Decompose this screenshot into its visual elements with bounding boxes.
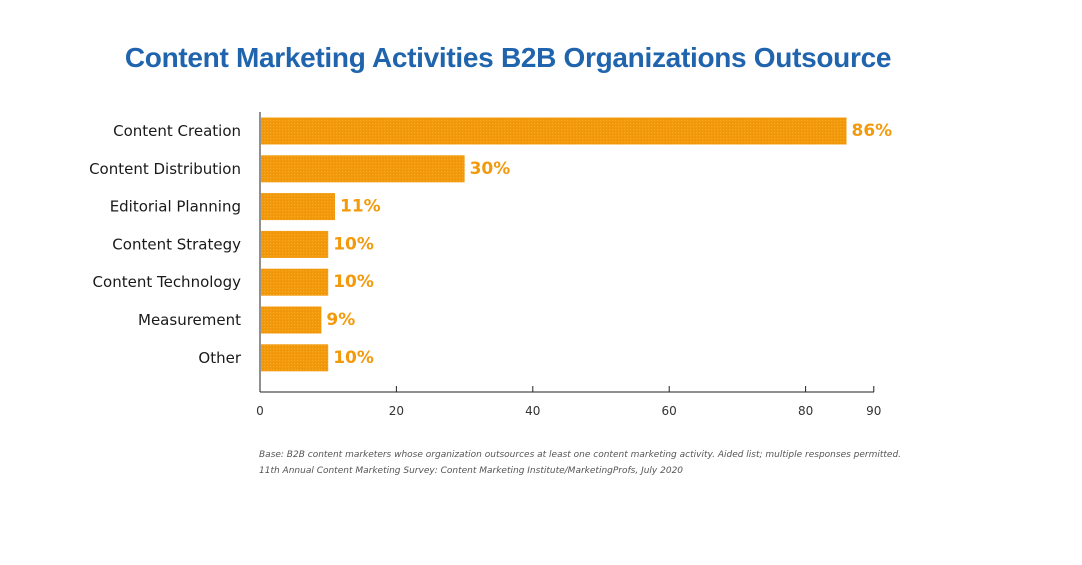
- bar: [261, 268, 329, 296]
- x-axis-ticks: 0 20 40 60 80 90: [256, 386, 881, 418]
- chart-title: Content Marketing Activities B2B Organiz…: [124, 42, 892, 73]
- x-tick-label: 90: [866, 404, 881, 418]
- bar: [261, 155, 465, 183]
- data-label: 10%: [333, 348, 374, 368]
- category-label: Measurement: [138, 311, 241, 329]
- category-label: Editorial Planning: [110, 198, 241, 216]
- bar: [261, 306, 322, 334]
- bar: [261, 193, 336, 221]
- bar: [261, 344, 329, 372]
- category-label: Content Distribution: [89, 160, 241, 178]
- category-labels: Content Creation Content Distribution Edit…: [89, 122, 242, 367]
- data-label: 11%: [340, 197, 381, 217]
- category-label: Content Creation: [113, 122, 241, 140]
- value-labels: 86% 30% 11% 10% 10% 9% 10%: [326, 121, 892, 368]
- x-tick-label: 0: [256, 404, 264, 418]
- x-tick-label: 20: [389, 404, 404, 418]
- data-label: 10%: [333, 272, 374, 292]
- category-label: Content Technology: [93, 273, 242, 291]
- category-label: Content Strategy: [112, 235, 241, 253]
- bar: [261, 230, 329, 258]
- data-label: 86%: [852, 121, 893, 141]
- data-label: 9%: [326, 310, 355, 330]
- data-label: 10%: [333, 234, 374, 254]
- footnote-base: Base: B2B content marketers whose organi…: [259, 450, 902, 460]
- x-tick-label: 80: [798, 404, 813, 418]
- data-label: 30%: [470, 159, 511, 179]
- category-label: Other: [198, 349, 241, 367]
- footnote-source: 11th Annual Content Marketing Survey: Co…: [259, 466, 684, 476]
- x-tick-label: 40: [525, 404, 540, 418]
- x-tick-label: 60: [662, 404, 677, 418]
- bar: [261, 117, 847, 145]
- bars: [261, 117, 847, 372]
